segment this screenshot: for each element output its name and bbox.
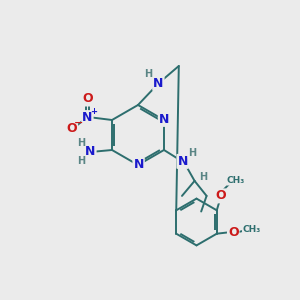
Text: O: O	[67, 122, 77, 136]
Text: N: N	[85, 145, 96, 158]
Text: H: H	[77, 155, 85, 166]
Text: H: H	[199, 172, 207, 182]
Text: O: O	[228, 226, 238, 239]
Text: N: N	[134, 158, 144, 172]
Text: O: O	[215, 189, 226, 203]
Text: −: −	[74, 117, 83, 128]
Text: H: H	[77, 137, 85, 148]
Text: +: +	[90, 107, 97, 116]
Text: N: N	[159, 113, 169, 126]
Text: N: N	[153, 77, 164, 90]
Text: H: H	[188, 148, 196, 158]
Text: H: H	[144, 69, 152, 79]
Text: O: O	[82, 92, 93, 106]
Text: CH₃: CH₃	[243, 225, 261, 234]
Text: CH₃: CH₃	[227, 176, 245, 185]
Text: N: N	[82, 111, 93, 124]
Text: N: N	[177, 155, 188, 168]
